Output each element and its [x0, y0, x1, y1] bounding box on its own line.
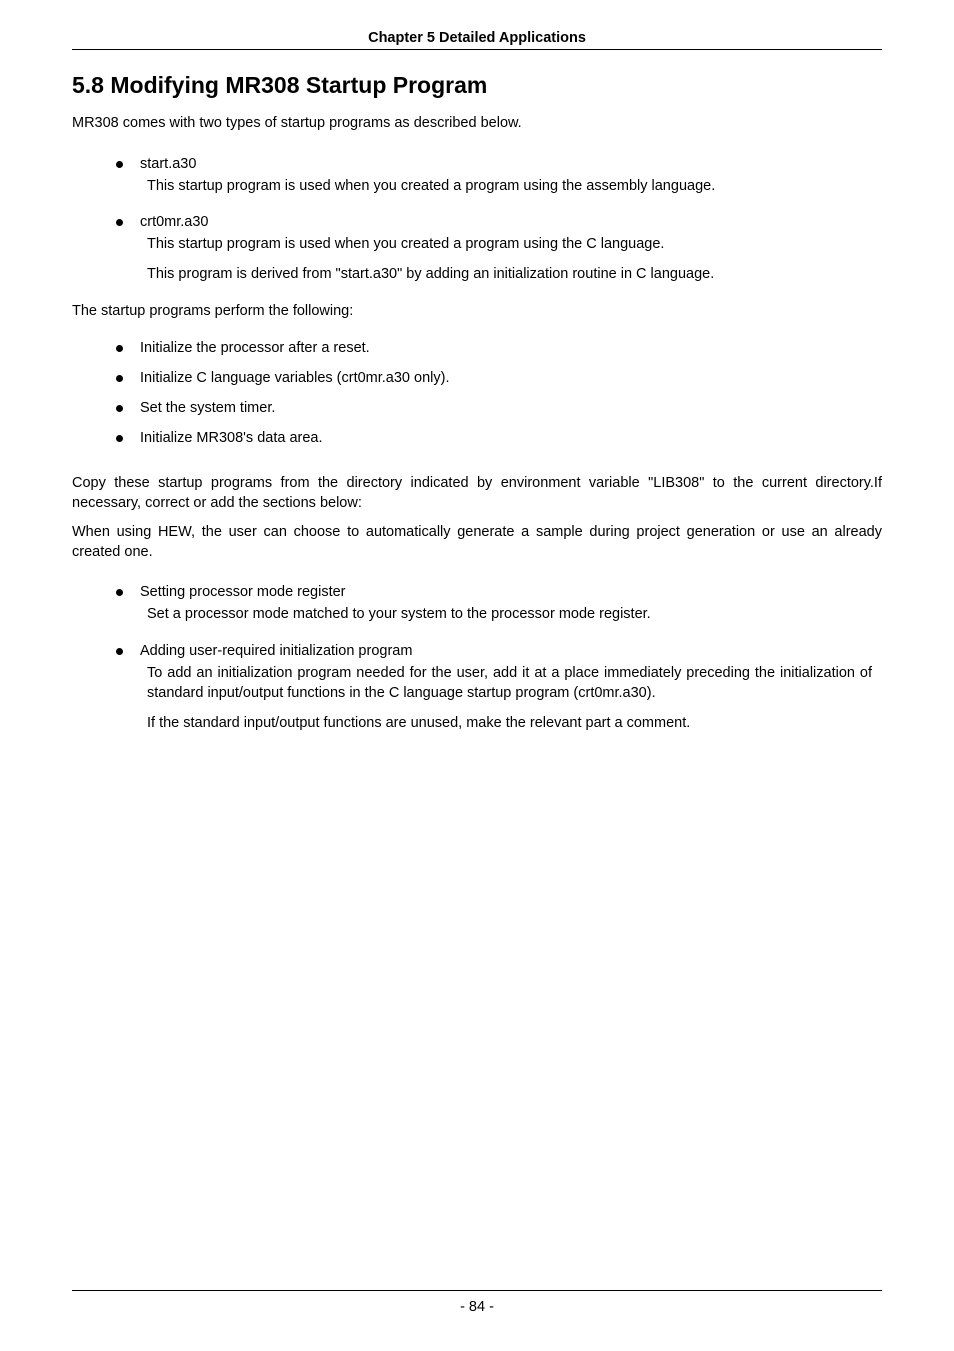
list-item: crt0mr.a30 This startup program is used … [140, 214, 882, 285]
perform-text: Initialize the processor after a reset. [140, 340, 882, 356]
program-desc: This startup program is used when you cr… [140, 176, 882, 196]
page-container: Chapter 5 Detailed Applications 5.8 Modi… [0, 0, 954, 733]
setting-title: Adding user-required initialization prog… [140, 643, 882, 659]
program-desc: This startup program is used when you cr… [140, 234, 882, 254]
intro-paragraph: MR308 comes with two types of startup pr… [72, 114, 882, 134]
settings-list: Setting processor mode register Set a pr… [72, 584, 882, 733]
list-item: Setting processor mode register Set a pr… [140, 584, 882, 624]
copy-paragraph: Copy these startup programs from the dir… [72, 474, 882, 513]
setting-desc: To add an initialization program needed … [140, 663, 882, 704]
chapter-header: Chapter 5 Detailed Applications [72, 30, 882, 46]
list-item: Set the system timer. [140, 400, 882, 416]
program-name: crt0mr.a30 [140, 214, 882, 230]
setting-desc-extra: If the standard input/output functions a… [140, 713, 882, 733]
setting-desc: Set a processor mode matched to your sys… [140, 604, 882, 624]
program-types-list: start.a30 This startup program is used w… [72, 156, 882, 285]
perform-text: Set the system timer. [140, 400, 882, 416]
footer-rule: - 84 - [72, 1290, 882, 1315]
perform-text: Initialize C language variables (crt0mr.… [140, 370, 882, 386]
list-item: Initialize C language variables (crt0mr.… [140, 370, 882, 386]
list-item: Initialize the processor after a reset. [140, 340, 882, 356]
program-desc-extra: This program is derived from "start.a30"… [140, 264, 882, 284]
performs-intro: The startup programs perform the followi… [72, 302, 882, 322]
program-name: start.a30 [140, 156, 882, 172]
header-rule: Chapter 5 Detailed Applications [72, 30, 882, 50]
page-footer: - 84 - [72, 1290, 882, 1315]
perform-text: Initialize MR308's data area. [140, 430, 882, 446]
performs-list: Initialize the processor after a reset. … [72, 340, 882, 446]
hew-paragraph: When using HEW, the user can choose to a… [72, 523, 882, 562]
list-item: start.a30 This startup program is used w… [140, 156, 882, 196]
page-number: - 84 - [72, 1299, 882, 1315]
spacer [72, 460, 882, 474]
list-item: Initialize MR308's data area. [140, 430, 882, 446]
list-item: Adding user-required initialization prog… [140, 643, 882, 734]
section-heading: 5.8 Modifying MR308 Startup Program [72, 72, 882, 99]
setting-title: Setting processor mode register [140, 584, 882, 600]
